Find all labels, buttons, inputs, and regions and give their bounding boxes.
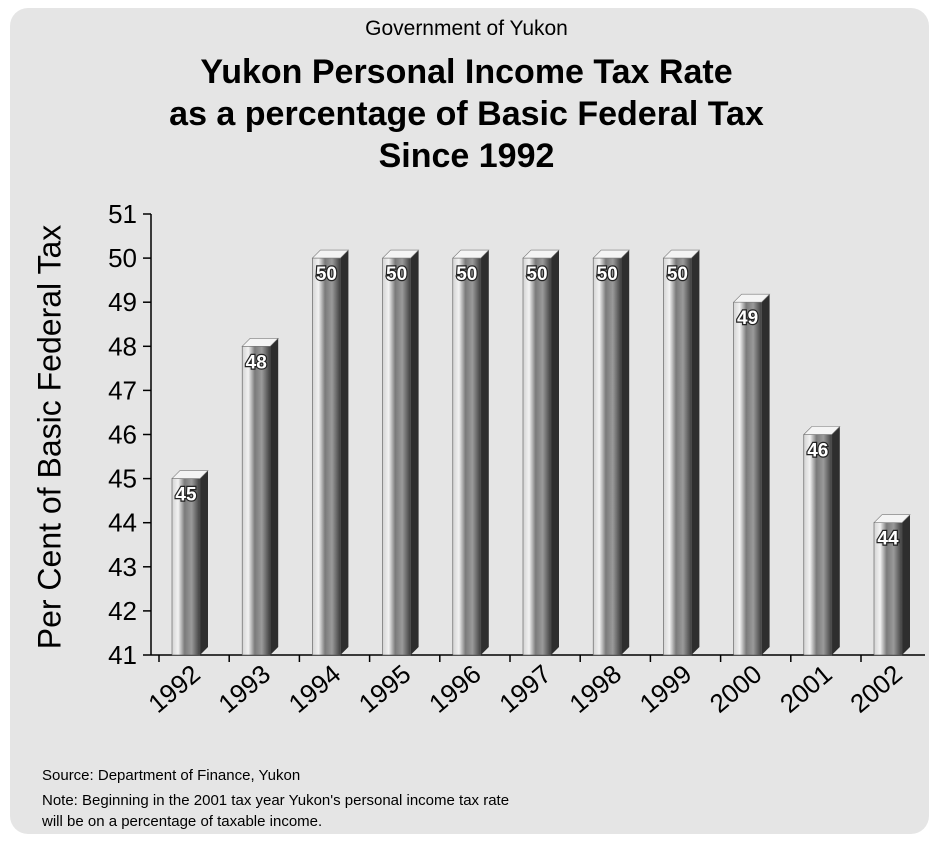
data-label: 50 xyxy=(456,264,477,285)
x-tick-label: 1992 xyxy=(142,659,206,719)
bar-top xyxy=(522,249,560,259)
data-label: 50 xyxy=(386,264,407,285)
y-tick-label: 42 xyxy=(108,596,137,626)
bar-side xyxy=(200,470,208,655)
bar xyxy=(312,257,341,656)
bar xyxy=(663,257,692,656)
bar xyxy=(171,478,201,656)
bar xyxy=(522,257,552,656)
data-label: 50 xyxy=(667,264,688,285)
y-tick-label: 44 xyxy=(108,508,137,538)
bar-side xyxy=(831,426,840,655)
y-tick-label: 49 xyxy=(108,287,137,317)
y-tick-label: 51 xyxy=(108,199,137,229)
x-tick-label: 2001 xyxy=(774,659,838,719)
data-label: 50 xyxy=(597,264,618,285)
bar-top xyxy=(241,337,279,347)
source-note: Source: Department of Finance, Yukon xyxy=(42,767,301,784)
bar-side xyxy=(480,250,489,655)
bar-top xyxy=(873,514,911,524)
bar-top xyxy=(662,249,701,259)
bar-side xyxy=(410,250,419,655)
data-label: 45 xyxy=(175,485,197,506)
bar-side xyxy=(270,338,279,655)
x-tick-label: 1995 xyxy=(353,659,417,719)
data-label: 46 xyxy=(807,441,828,462)
bar-top xyxy=(381,249,420,259)
x-tick-label: 2002 xyxy=(844,659,908,719)
x-tick-label: 1997 xyxy=(493,659,557,719)
data-label: 49 xyxy=(737,308,758,329)
bar-top xyxy=(452,249,490,259)
footnote-line-2: will be on a percentage of taxable incom… xyxy=(42,813,323,830)
bar-side xyxy=(340,250,349,655)
y-tick-label: 48 xyxy=(108,331,137,361)
x-tick-label: 2000 xyxy=(704,659,768,719)
bar xyxy=(803,434,833,656)
bar-side xyxy=(761,294,770,655)
x-tick-label: 1999 xyxy=(634,659,698,719)
y-tick-label: 41 xyxy=(108,640,137,670)
bar-side xyxy=(551,250,559,655)
data-label: 50 xyxy=(316,264,337,285)
chart-title-line-2: as a percentage of Basic Federal Tax xyxy=(169,95,764,133)
y-tick-label: 43 xyxy=(108,552,137,582)
data-label: 44 xyxy=(877,529,899,550)
bar-side xyxy=(902,514,910,655)
bar xyxy=(733,301,762,656)
data-label: 50 xyxy=(526,264,547,285)
bar xyxy=(452,257,482,656)
chart-subtitle: Government of Yukon xyxy=(365,17,568,40)
x-tick-label: 1998 xyxy=(563,659,627,719)
bar xyxy=(382,257,411,656)
x-tick-label: 1994 xyxy=(283,659,347,719)
bar-side xyxy=(621,250,630,655)
y-tick-label: 47 xyxy=(108,375,137,405)
bar xyxy=(241,345,271,656)
chart-title-line-3: Since 1992 xyxy=(378,137,555,175)
footnote-line-1: Note: Beginning in the 2001 tax year Yuk… xyxy=(42,792,510,809)
bar-top xyxy=(732,293,771,303)
y-tick-label: 50 xyxy=(108,243,137,273)
bar-top xyxy=(311,249,350,259)
bar-top xyxy=(171,470,209,479)
bar xyxy=(592,257,622,656)
data-label: 48 xyxy=(246,352,267,373)
chart-title-line-1: Yukon Personal Income Tax Rate xyxy=(200,53,733,91)
bar-side xyxy=(691,250,700,655)
y-tick-label: 45 xyxy=(108,464,137,494)
bar-top xyxy=(592,249,630,259)
y-tick-label: 46 xyxy=(108,420,137,450)
x-tick-label: 1993 xyxy=(212,659,276,719)
bar-top xyxy=(803,426,841,435)
x-tick-label: 1996 xyxy=(423,659,487,719)
